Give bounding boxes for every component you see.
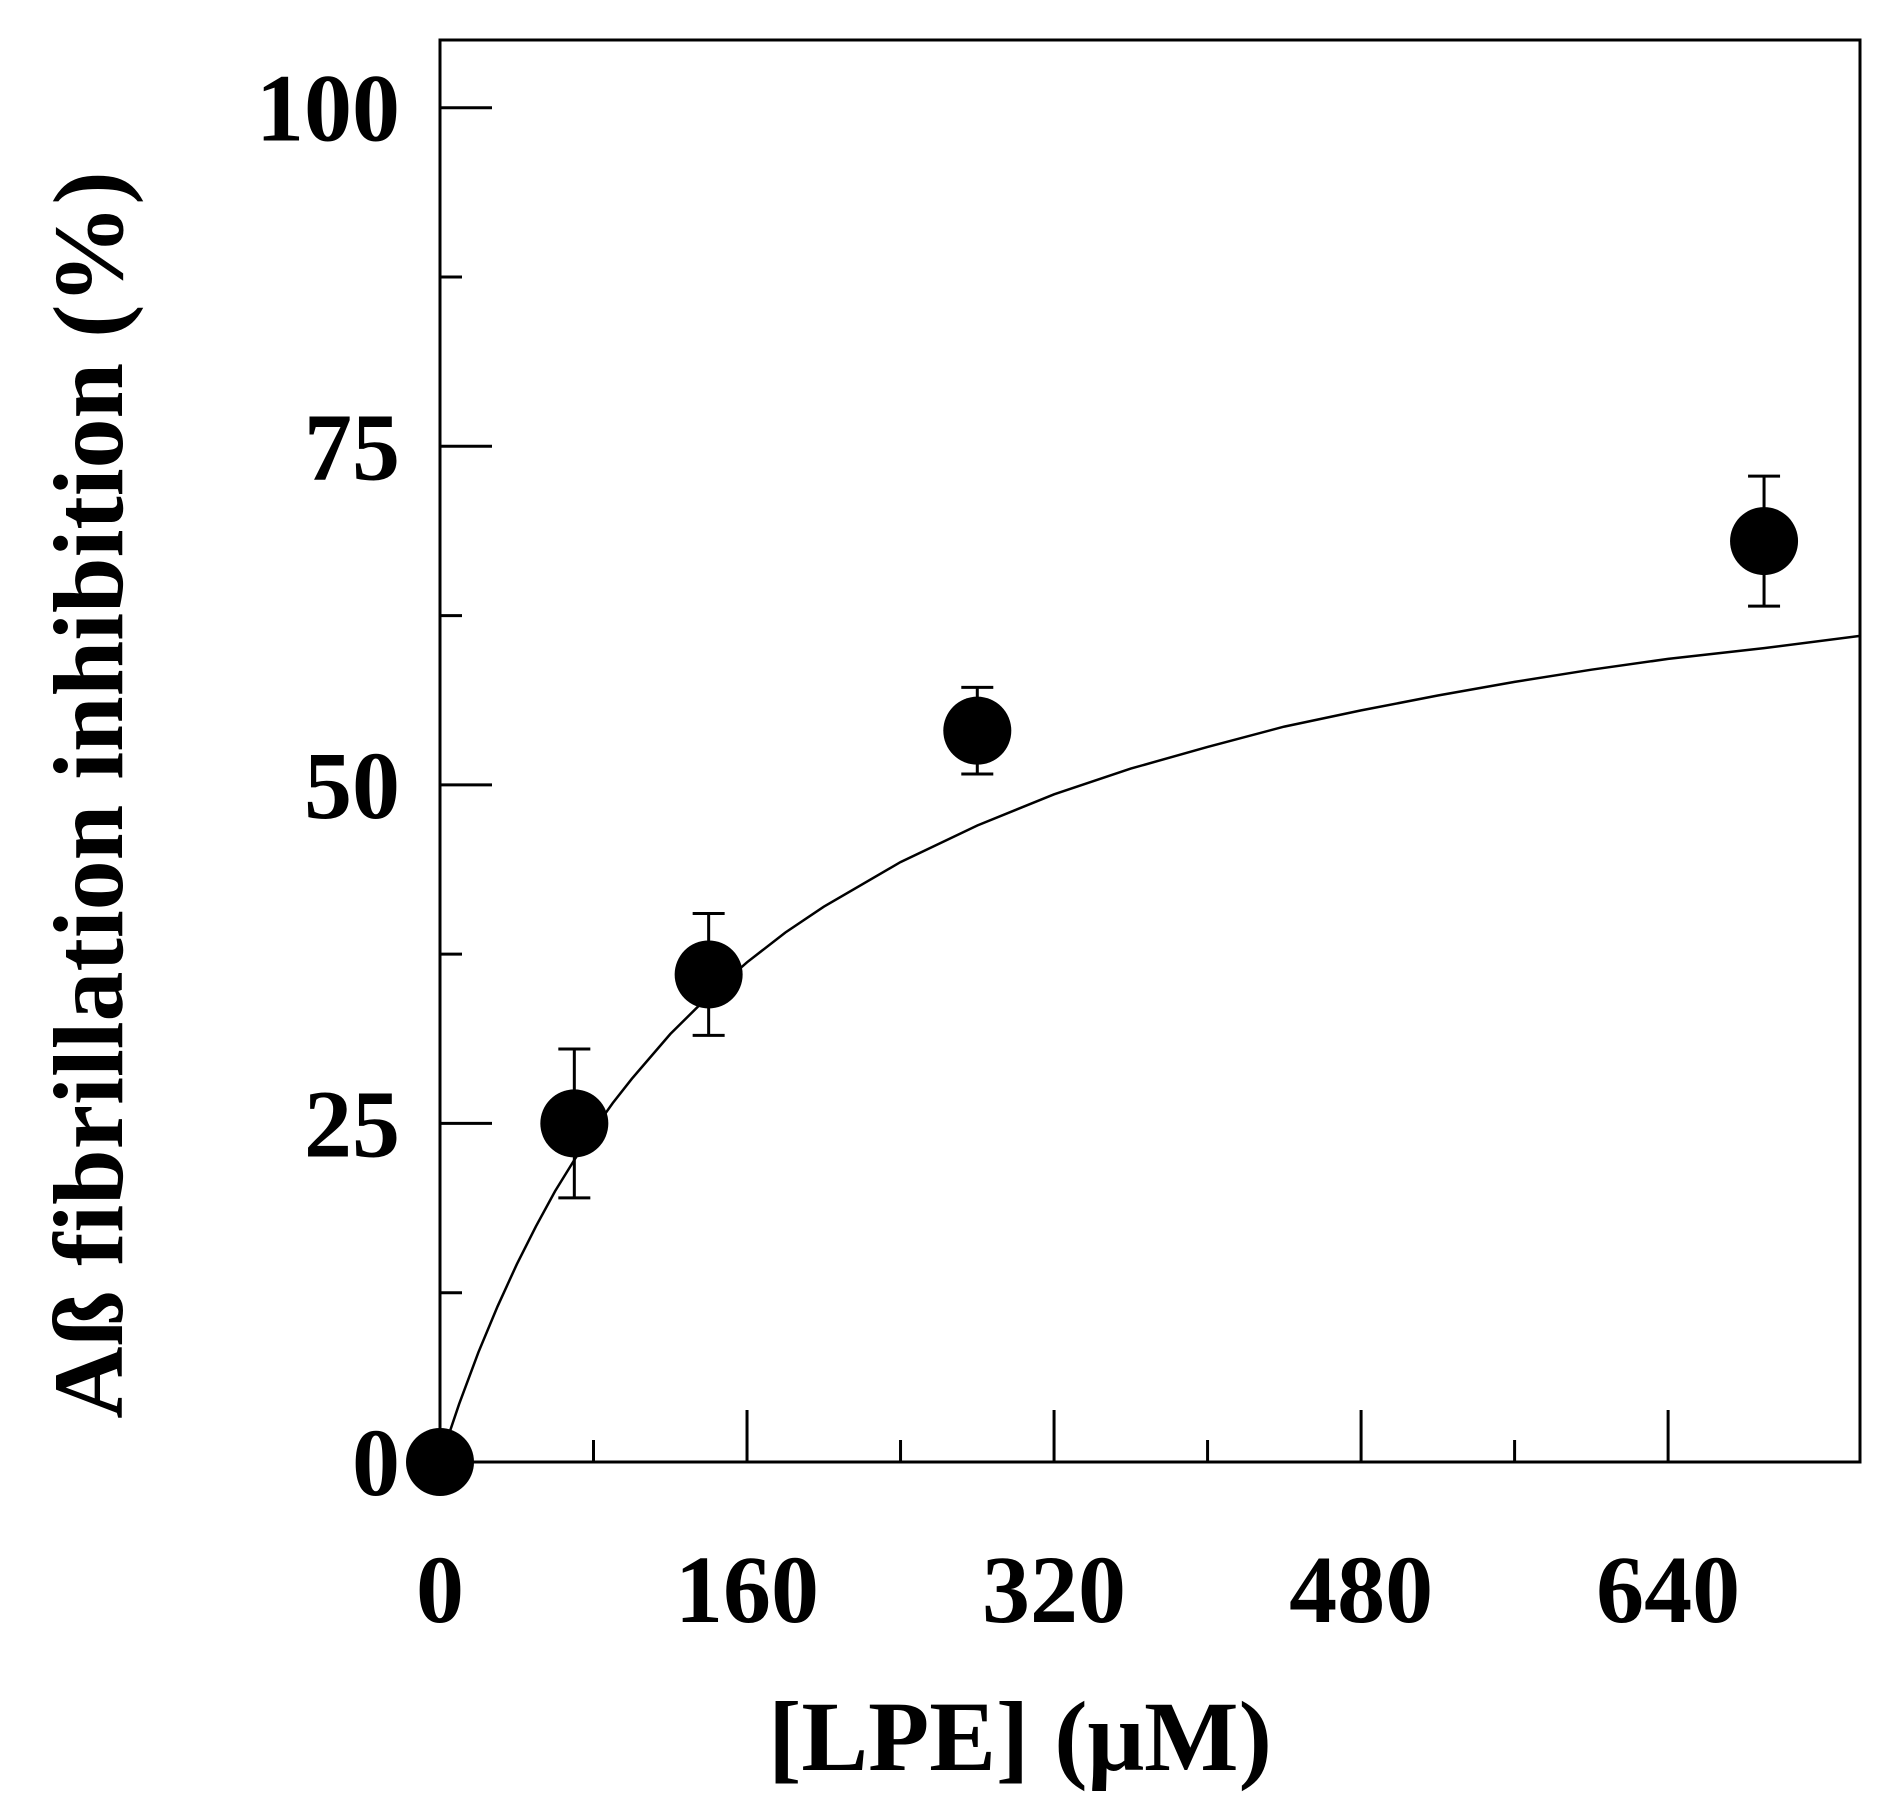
- fit-curve-group: [438, 634, 1861, 1463]
- data-point-3: [943, 696, 1012, 765]
- data-point-4: [1730, 507, 1799, 576]
- y-tick-label-4: 100: [256, 55, 400, 162]
- fit-curve-line: [438, 634, 1861, 1463]
- x-tick-label-4: 640: [1596, 1536, 1740, 1643]
- y-tick-label-0: 0: [352, 1409, 400, 1516]
- tick-labels: 0 25 50 75 100 0 160 320 480 640: [256, 55, 1740, 1643]
- y-tick-label-2: 50: [304, 732, 400, 839]
- x-axis-title: [LPE] (μM): [768, 1681, 1272, 1792]
- data-point-2: [674, 940, 743, 1009]
- y-tick-label-3: 75: [304, 393, 400, 500]
- x-tick-label-0: 0: [416, 1536, 464, 1643]
- plot-frame: [438, 38, 1862, 1464]
- data-point-0: [406, 1428, 474, 1496]
- x-tick-label-3: 480: [1289, 1536, 1433, 1643]
- x-tick-label-1: 160: [675, 1536, 819, 1643]
- y-axis-title: Aß fibrillation inhibition (%): [33, 171, 144, 1418]
- data-point-1: [540, 1089, 609, 1158]
- axes: [438, 38, 1862, 1464]
- data-marks: [406, 474, 1799, 1496]
- x-tick-label-2: 320: [982, 1536, 1126, 1643]
- y-tick-label-1: 25: [304, 1070, 400, 1177]
